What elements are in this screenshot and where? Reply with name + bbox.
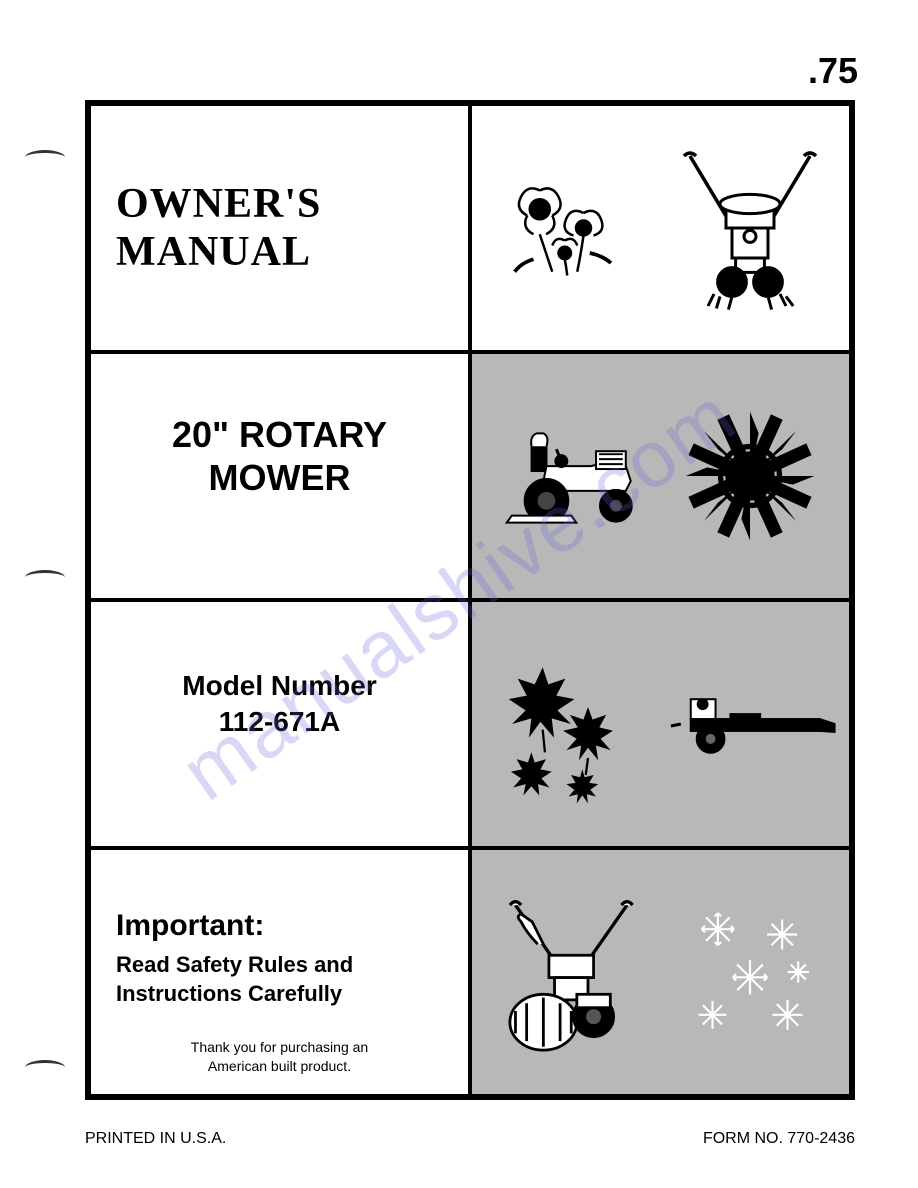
summer-panel xyxy=(470,352,851,600)
sun-icon xyxy=(661,401,840,551)
tiller-icon xyxy=(661,138,840,318)
snow-blower-icon xyxy=(482,882,661,1062)
model-block: Model Number 112-671A xyxy=(116,668,443,741)
thanks-line2: American built product. xyxy=(208,1058,351,1074)
title-line2: MANUAL xyxy=(116,229,311,275)
product-line2: MOWER xyxy=(209,457,351,498)
important-text: Read Safety Rules and Instructions Caref… xyxy=(116,951,443,1008)
product-title: 20" ROTARY MOWER xyxy=(116,413,443,499)
footer: PRINTED IN U.S.A. FORM NO. 770-2436 xyxy=(85,1130,855,1148)
product-cell: 20" ROTARY MOWER xyxy=(89,352,470,600)
price-label: .75 xyxy=(808,50,858,92)
footer-left: PRINTED IN U.S.A. xyxy=(85,1130,226,1148)
scan-artifact xyxy=(25,570,65,585)
flowers-icon xyxy=(482,163,661,293)
log-splitter-icon xyxy=(661,669,840,779)
manual-title: OWNER'S MANUAL xyxy=(116,180,443,277)
important-cell: Important: Read Safety Rules and Instruc… xyxy=(89,848,470,1096)
important-line1: Read Safety Rules and xyxy=(116,952,353,977)
winter-panel xyxy=(470,848,851,1096)
footer-right: FORM NO. 770-2436 xyxy=(703,1130,855,1148)
title-line1: OWNER'S xyxy=(116,181,321,227)
fall-panel xyxy=(470,600,851,848)
important-heading: Important: xyxy=(116,909,443,943)
spring-panel xyxy=(470,104,851,352)
important-line2: Instructions Carefully xyxy=(116,981,342,1006)
product-line1: 20" ROTARY xyxy=(172,414,387,455)
cover-grid: OWNER'S MANUAL xyxy=(85,100,855,1100)
title-cell: OWNER'S MANUAL xyxy=(89,104,470,352)
thanks-text: Thank you for purchasing an American bui… xyxy=(116,1038,443,1074)
scan-artifact xyxy=(25,150,65,165)
manual-cover-page: .75 manualshive.com OWNER'S MANUAL xyxy=(0,0,918,1188)
model-cell: Model Number 112-671A xyxy=(89,600,470,848)
important-block: Important: Read Safety Rules and Instruc… xyxy=(116,869,443,1075)
leaves-icon xyxy=(482,644,661,804)
model-number-text: 112-671A xyxy=(219,706,340,737)
scan-artifact xyxy=(25,1060,65,1075)
snowflakes-icon xyxy=(661,897,840,1047)
thanks-line1: Thank you for purchasing an xyxy=(191,1039,368,1055)
riding-mower-icon xyxy=(482,401,661,551)
model-label-text: Model Number xyxy=(182,670,376,701)
